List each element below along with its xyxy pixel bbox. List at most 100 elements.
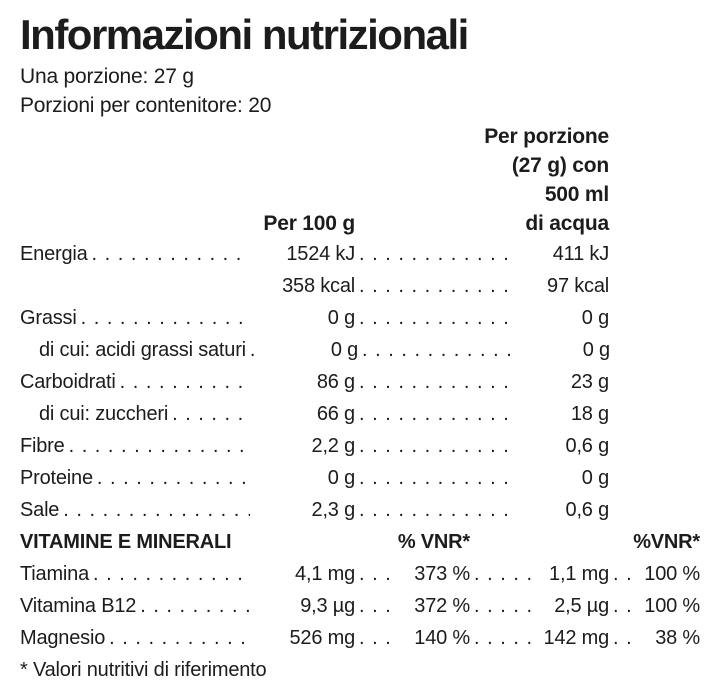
per-portion-value: 0 g — [581, 467, 609, 489]
per-portion-value: 1,1 mg — [549, 563, 609, 585]
vitamin-row: Magnesio 526 mg 140 % 142 mg 38 % — [20, 622, 720, 654]
table-row: Fibre 2,2 g 0,6 g — [20, 430, 720, 462]
vitamins-header-label-area: VITAMINE E MINERALI — [20, 526, 320, 558]
leader-dots — [65, 430, 250, 462]
leader-dots — [355, 302, 514, 334]
leader-dots — [136, 590, 250, 622]
vitamins-section-title: VITAMINE E MINERALI — [20, 531, 232, 553]
per-portion-header: Per porzione (27 g) con 500 ml di acqua — [439, 122, 609, 238]
nutrient-label: di cui: zuccheri — [39, 403, 169, 425]
vnr-per100-value: 140 % — [414, 627, 470, 649]
per-portion-header-line: Per porzione — [484, 125, 609, 148]
leader-dots — [77, 302, 250, 334]
leader-dots — [246, 334, 254, 366]
nutrient-label: Energia — [20, 243, 88, 265]
vitamin-row: Tiamina 4,1 mg 373 % 1,1 mg 100 % — [20, 558, 720, 590]
leader-dots — [358, 334, 516, 366]
vitamin-row: Vitamina B12 9,3 µg 372 % 2,5 µg 100 % — [20, 590, 720, 622]
vitamins-section-header: VITAMINE E MINERALI % VNR* %VNR* — [20, 526, 720, 558]
per100-value: 358 kcal — [282, 275, 355, 297]
leader-dots — [355, 366, 514, 398]
leader-dots — [355, 430, 514, 462]
per100-value: 4,1 mg — [295, 563, 355, 585]
nutrient-label: Proteine — [20, 467, 93, 489]
vnr-per-portion-value: 100 % — [644, 563, 700, 585]
per100-value: 86 g — [316, 371, 355, 393]
per100-value: 2,3 g — [311, 499, 356, 521]
vnr-header-2: %VNR* — [633, 531, 700, 553]
leader-dots — [609, 558, 638, 590]
per100-value: 0 g — [327, 467, 355, 489]
leader-dots — [105, 622, 250, 654]
table-row: Grassi 0 g 0 g — [20, 302, 720, 334]
per100-value: 526 mg — [289, 627, 355, 649]
per-portion-value: 18 g — [570, 403, 609, 425]
per-portion-value: 0 g — [581, 307, 609, 329]
vitamins-table: Tiamina 4,1 mg 373 % 1,1 mg 100 % Vitami… — [20, 558, 720, 654]
per-portion-value: 0,6 g — [565, 435, 610, 457]
footnote: * Valori nutritivi di riferimento — [20, 659, 267, 681]
vnr-per100-value: 373 % — [414, 563, 470, 585]
per-portion-value: 97 kcal — [547, 275, 609, 297]
leader-dots — [470, 622, 537, 654]
leader-dots — [355, 270, 514, 302]
vitamin-label: Magnesio — [20, 627, 106, 649]
nutrient-label: Fibre — [20, 435, 65, 457]
nutrients-table: Energia 1524 kJ 411 kJ 358 kcal 97 kcal … — [20, 238, 720, 526]
vnr-header-1: % VNR* — [397, 531, 470, 553]
leader-dots — [470, 558, 537, 590]
servings-per-container-line: Porzioni per contenitore: 20 — [20, 94, 272, 117]
leader-dots — [609, 590, 638, 622]
per100-value: 66 g — [316, 403, 355, 425]
vitamin-label: Tiamina — [20, 563, 89, 585]
leader-dots — [59, 494, 250, 526]
per-portion-value: 2,5 µg — [554, 595, 609, 617]
leader-dots — [116, 366, 250, 398]
per-portion-header-line: (27 g) con — [511, 154, 609, 177]
leader-dots — [93, 462, 250, 494]
table-row: di cui: zuccheri 66 g 18 g — [20, 398, 720, 430]
per100-value: 0 g — [330, 339, 359, 361]
per-portion-value: 23 g — [570, 371, 609, 393]
per-portion-header-line: 500 ml — [544, 183, 609, 206]
table-row: 358 kcal 97 kcal — [20, 270, 720, 302]
per100-value: 0 g — [327, 307, 355, 329]
serving-size-line: Una porzione: 27 g — [20, 65, 194, 88]
per-portion-header-line: di acqua — [525, 212, 609, 235]
leader-dots — [355, 622, 395, 654]
vnr-per-portion-value: 38 % — [655, 627, 700, 649]
leader-dots — [355, 558, 395, 590]
leader-dots — [89, 558, 250, 590]
vnr-per-portion-value: 100 % — [644, 595, 700, 617]
vitamin-label: Vitamina B12 — [20, 595, 137, 617]
nutrient-label: Grassi — [20, 307, 77, 329]
per100-value: 9,3 µg — [300, 595, 355, 617]
nutrient-label: di cui: acidi grassi saturi — [39, 339, 246, 361]
table-row: di cui: acidi grassi saturi 0 g 0 g — [20, 334, 720, 366]
leader-dots — [355, 462, 514, 494]
table-row: Sale 2,3 g 0,6 g — [20, 494, 720, 526]
vnr-per100-value: 372 % — [414, 595, 470, 617]
per100-value: 1524 kJ — [286, 243, 355, 265]
table-row: Proteine 0 g 0 g — [20, 462, 720, 494]
per-portion-value: 0 g — [582, 339, 610, 361]
per-100g-header: Per 100 g — [263, 212, 355, 235]
per-portion-value: 142 mg — [543, 627, 609, 649]
table-row: Carboidrati 86 g 23 g — [20, 366, 720, 398]
leader-dots — [355, 398, 514, 430]
leader-dots — [609, 622, 638, 654]
leader-dots — [355, 590, 395, 622]
table-row: Energia 1524 kJ 411 kJ — [20, 238, 720, 270]
per-portion-value: 0,6 g — [565, 499, 610, 521]
leader-dots — [168, 398, 250, 430]
per100-value: 2,2 g — [311, 435, 356, 457]
nutrient-label: Carboidrati — [20, 371, 116, 393]
per-portion-value: 411 kJ — [552, 243, 609, 265]
page-title: Informazioni nutrizionali — [20, 11, 469, 58]
leader-dots — [88, 238, 250, 270]
leader-dots — [470, 590, 537, 622]
nutrient-label: Sale — [20, 499, 60, 521]
column-headers: Per 100 g Per porzione (27 g) con 500 ml… — [20, 122, 720, 238]
leader-dots — [355, 238, 514, 270]
